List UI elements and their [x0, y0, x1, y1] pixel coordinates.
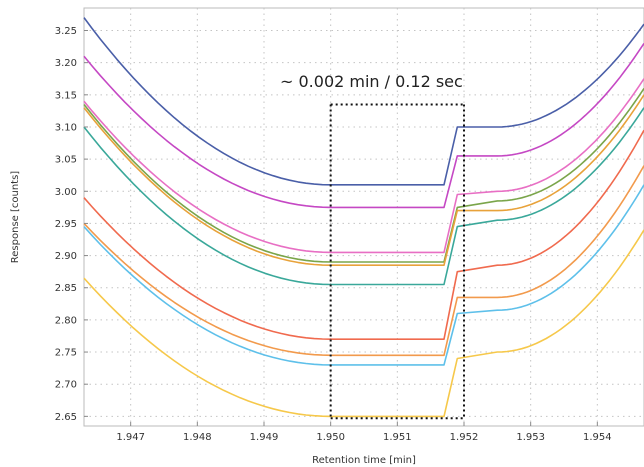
x-tick-label: 1.947: [116, 432, 145, 443]
series-line-5: [83, 94, 644, 266]
x-tick-label: 1.950: [316, 432, 345, 443]
y-tick-label: 2.75: [55, 348, 77, 359]
y-tick-label: 3.25: [55, 26, 77, 37]
y-tick-label: 3.05: [55, 155, 77, 166]
x-tick-label: 1.951: [383, 432, 412, 443]
axes-layer: 1.947 1.948 1.949 1.950 1.951 1.952 1.953 1.954…: [55, 26, 612, 443]
annotation-layer: ~ 0.002 min / 0.12 sec: [280, 72, 465, 420]
x-tick-label: 1.948: [183, 432, 212, 443]
plot-background: [83, 7, 644, 427]
x-tick-label: 1.953: [516, 432, 545, 443]
y-tick-label: 3.15: [55, 90, 77, 101]
grid-layer: [84, 8, 644, 426]
x-tick-label: 1.954: [583, 432, 612, 443]
y-tick-label: 2.80: [55, 315, 77, 326]
series-line-8: [83, 165, 644, 357]
annotation-label: ~ 0.002 min / 0.12 sec: [280, 72, 463, 91]
y-tick-label: 3.20: [55, 58, 77, 69]
series-line-3: [83, 78, 644, 254]
series-line-7: [83, 129, 644, 340]
x-tick-label: 1.949: [250, 432, 279, 443]
series-line-10: [83, 229, 644, 418]
y-tick-label: 3.10: [55, 122, 77, 133]
y-tick-label: 2.95: [55, 219, 77, 230]
y-tick-label: 2.85: [55, 283, 77, 294]
series-line-2: [83, 42, 644, 209]
x-axis-title: Retention time [min]: [312, 455, 416, 466]
series-line-1: [83, 17, 644, 186]
series-layer: [83, 17, 644, 418]
y-tick-label: 2.90: [55, 251, 77, 262]
series-line-6: [83, 107, 644, 286]
y-axis-title: Response [counts]: [10, 171, 21, 264]
y-tick-label: 2.70: [55, 380, 77, 391]
y-tick-label: 2.65: [55, 412, 77, 423]
series-line-9: [83, 184, 644, 366]
y-tick-label: 3.00: [55, 187, 77, 198]
x-tick-label: 1.952: [450, 432, 479, 443]
